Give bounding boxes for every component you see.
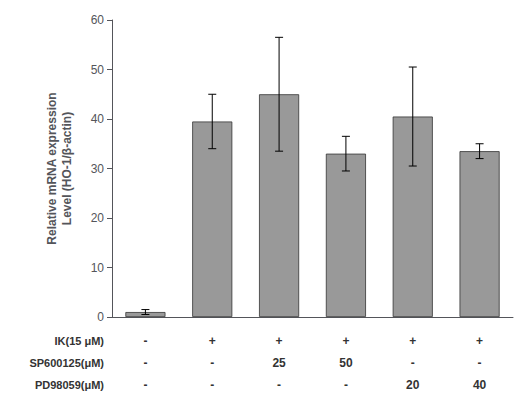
svg-text:40: 40	[91, 112, 105, 126]
svg-text:-: -	[478, 356, 482, 370]
svg-text:PD98059(μM): PD98059(μM)	[35, 379, 104, 391]
svg-text:-: -	[143, 334, 147, 348]
svg-text:40: 40	[473, 378, 487, 392]
svg-text:-: -	[143, 356, 147, 370]
svg-text:25: 25	[272, 356, 286, 370]
svg-text:SP600125(μM): SP600125(μM)	[29, 357, 104, 369]
svg-text:+: +	[342, 334, 349, 348]
svg-text:-: -	[143, 378, 147, 392]
svg-text:20: 20	[91, 211, 105, 225]
svg-text:Level (HO-1/β-actin): Level (HO-1/β-actin)	[60, 112, 74, 225]
svg-text:30: 30	[91, 162, 105, 176]
svg-text:+: +	[276, 334, 283, 348]
svg-text:50: 50	[339, 356, 353, 370]
svg-text:-: -	[411, 356, 415, 370]
svg-text:Relative mRNA expression: Relative mRNA expression	[45, 92, 59, 244]
svg-text:+: +	[209, 334, 216, 348]
svg-text:-: -	[210, 378, 214, 392]
svg-text:+: +	[409, 334, 416, 348]
svg-text:10: 10	[91, 261, 105, 275]
svg-text:-: -	[210, 356, 214, 370]
svg-text:+: +	[476, 334, 483, 348]
svg-text:60: 60	[91, 13, 105, 27]
svg-text:IK(15 μM): IK(15 μM)	[54, 335, 104, 347]
svg-text:-: -	[344, 378, 348, 392]
svg-text:50: 50	[91, 63, 105, 77]
svg-text:0: 0	[97, 310, 104, 324]
svg-text:-: -	[277, 378, 281, 392]
svg-text:20: 20	[406, 378, 420, 392]
